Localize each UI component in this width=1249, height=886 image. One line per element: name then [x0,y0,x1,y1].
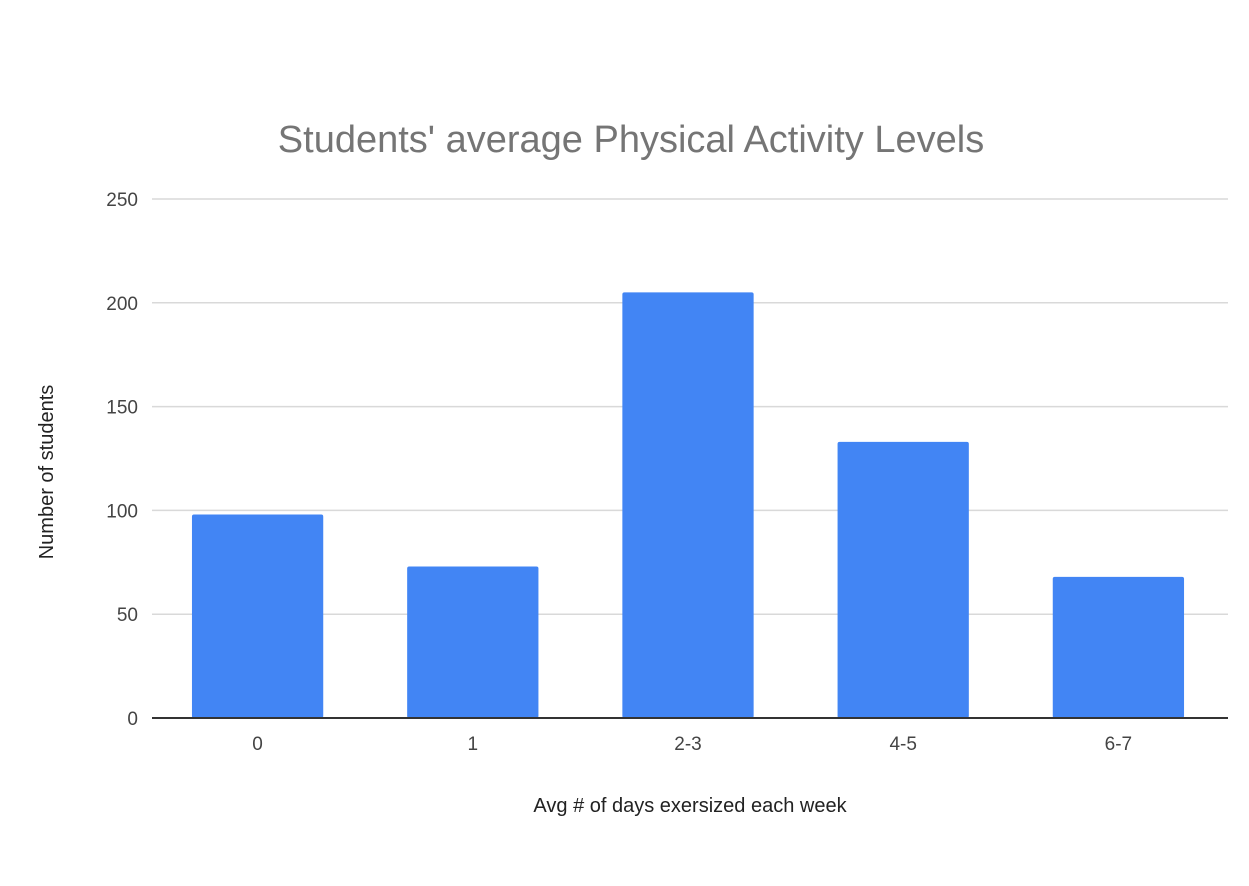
y-tick-label: 50 [117,605,138,626]
bar-2-3 [622,292,754,718]
x-tick-label: 4-5 [889,734,916,755]
y-axis-label: Number of students [36,385,58,560]
y-tick-label: 0 [127,709,138,730]
bar-1 [407,566,539,718]
chart-title: Students' average Physical Activity Leve… [278,119,984,161]
y-tick-label: 100 [106,501,138,522]
y-tick-label: 150 [106,398,138,419]
bar-0 [191,514,324,718]
bar-6-7 [1052,576,1185,718]
bars [191,292,1185,718]
x-tick-label: 6-7 [1105,734,1132,755]
x-axis-ticks: 0 1 2-3 4-5 6-7 [252,734,1132,755]
x-axis-label: Avg # of days exersized each week [533,795,847,817]
y-tick-label: 200 [106,294,138,315]
y-tick-label: 250 [106,190,138,211]
x-tick-label: 2-3 [674,734,701,755]
x-tick-label: 0 [252,734,263,755]
x-tick-label: 1 [468,734,479,755]
bar-4-5 [837,441,969,718]
y-axis-ticks: 0 50 100 150 200 250 [106,190,138,730]
